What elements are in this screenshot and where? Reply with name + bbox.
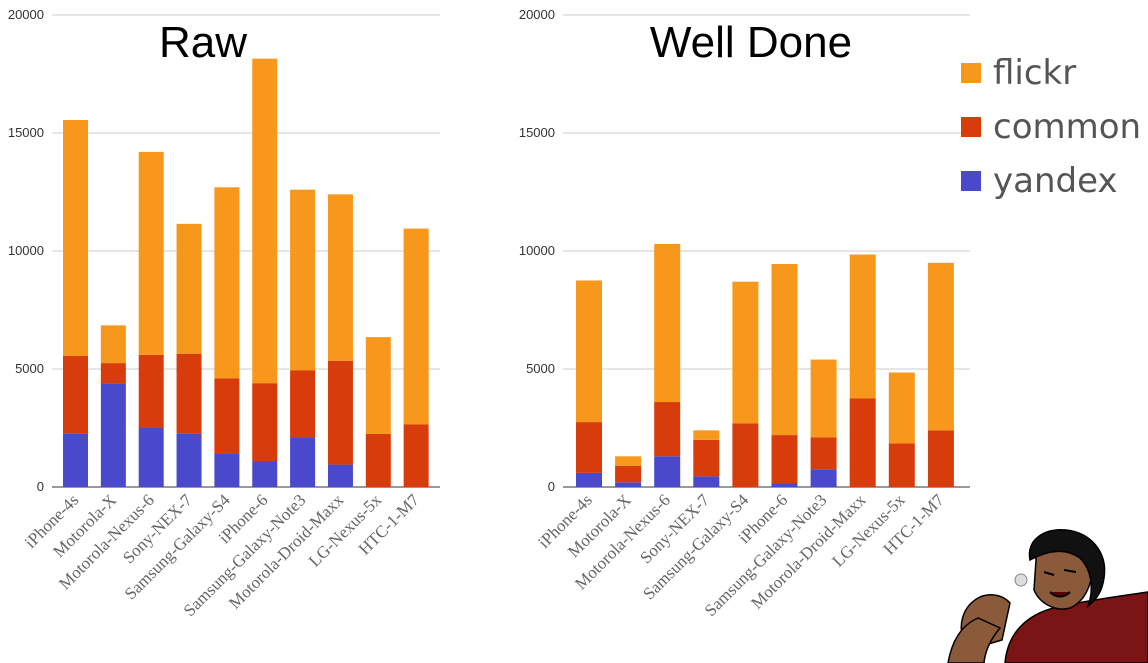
bar-common-Sony-NEX-7: [176, 353, 202, 434]
bar-flickr-iPhone-4s: [576, 280, 602, 423]
bar-yandex-Motorola-X: [100, 383, 126, 487]
bar-yandex-Motorola-X: [615, 482, 642, 487]
bar-yandex-Samsung-Galaxy-Note3: [810, 469, 837, 487]
bar-flickr-Sony-NEX-7: [693, 430, 720, 440]
bar-common-Motorola-X: [100, 363, 126, 384]
bar-yandex-Motorola-Nexus-6: [654, 456, 681, 487]
legend-label-yandex: yandex: [993, 161, 1118, 201]
bar-flickr-LG-Nexus-5x: [888, 372, 915, 444]
bar-yandex-Motorola-Droid-Maxx: [327, 464, 353, 487]
bar-flickr-iPhone-6: [771, 263, 798, 436]
bar-common-HTC-1-M7: [927, 430, 954, 487]
bar-yandex-iPhone-6: [252, 461, 278, 487]
y-tick-label: 0: [37, 479, 44, 494]
y-tick-label: 15000: [519, 125, 555, 140]
bar-yandex-iPhone-6: [771, 483, 798, 487]
y-tick-label: 15000: [8, 125, 44, 140]
bar-common-Samsung-Galaxy-S4: [214, 378, 240, 454]
bar-common-Motorola-Nexus-6: [654, 402, 681, 457]
bar-common-Samsung-Galaxy-S4: [732, 423, 759, 487]
bar-common-iPhone-6: [252, 383, 278, 462]
y-tick-label: 5000: [15, 361, 44, 376]
bar-flickr-LG-Nexus-5x: [365, 337, 391, 434]
chart-title: Raw: [159, 18, 247, 67]
bar-yandex-Motorola-Nexus-6: [138, 428, 164, 487]
bar-flickr-iPhone-4s: [63, 120, 88, 357]
bar-yandex-Samsung-Galaxy-Note3: [290, 437, 316, 487]
bar-flickr-Sony-NEX-7: [176, 223, 202, 354]
bar-flickr-Motorola-Nexus-6: [654, 243, 681, 403]
bar-common-Sony-NEX-7: [693, 439, 720, 477]
legend-swatch-yandex: [961, 171, 981, 191]
bar-common-Samsung-Galaxy-Note3: [290, 370, 316, 438]
bar-yandex-Sony-NEX-7: [693, 476, 720, 487]
bar-yandex-iPhone-4s: [63, 433, 88, 487]
bar-common-iPhone-6: [771, 435, 798, 484]
bar-flickr-Samsung-Galaxy-S4: [732, 281, 759, 424]
legend-label-flickr: flickr: [993, 53, 1076, 93]
y-tick-label: 20000: [8, 7, 44, 22]
bar-flickr-Samsung-Galaxy-Note3: [290, 189, 316, 371]
legend: flickr common yandex: [961, 53, 1141, 201]
chart-title: Well Done: [650, 18, 852, 67]
bar-yandex-Sony-NEX-7: [176, 433, 202, 487]
legend-label-common: common: [993, 107, 1141, 147]
bar-common-LG-Nexus-5x: [365, 433, 391, 487]
y-tick-label: 10000: [8, 243, 44, 258]
y-tick-label: 0: [548, 479, 555, 494]
y-tick-label: 5000: [526, 361, 555, 376]
bar-flickr-Samsung-Galaxy-S4: [214, 187, 240, 379]
bar-flickr-Motorola-Droid-Maxx: [849, 254, 876, 399]
bar-flickr-Motorola-Nexus-6: [138, 151, 164, 355]
bar-common-iPhone-4s: [576, 422, 602, 473]
y-tick-label: 10000: [519, 243, 555, 258]
bar-flickr-Samsung-Galaxy-Note3: [810, 359, 837, 438]
well-done-chart: 05000100001500020000iPhone-4sMotorola-XM…: [519, 7, 970, 620]
bar-yandex-Samsung-Galaxy-S4: [214, 453, 240, 487]
y-tick-label: 20000: [519, 7, 555, 22]
bar-common-LG-Nexus-5x: [888, 443, 915, 487]
bar-common-Motorola-Droid-Maxx: [849, 398, 876, 487]
bar-common-Motorola-Nexus-6: [138, 354, 164, 428]
bar-common-HTC-1-M7: [403, 424, 429, 487]
bar-flickr-Motorola-X: [100, 325, 126, 364]
bar-common-Motorola-X: [615, 465, 642, 483]
bar-flickr-HTC-1-M7: [927, 262, 954, 431]
meme-face-illustration: [947, 529, 1148, 663]
bar-flickr-Motorola-Droid-Maxx: [327, 194, 353, 361]
bar-flickr-iPhone-6: [252, 58, 278, 384]
bar-flickr-HTC-1-M7: [403, 228, 429, 425]
bar-common-iPhone-4s: [63, 356, 88, 434]
bar-common-Motorola-Droid-Maxx: [327, 360, 353, 465]
raw-chart: 05000100001500020000iPhone-4sMotorola-XM…: [8, 7, 440, 620]
bar-yandex-iPhone-4s: [576, 472, 602, 487]
legend-swatch-common: [961, 117, 981, 137]
bar-flickr-Motorola-X: [615, 456, 642, 466]
bar-common-Samsung-Galaxy-Note3: [810, 437, 837, 470]
legend-swatch-flickr: [961, 63, 981, 83]
